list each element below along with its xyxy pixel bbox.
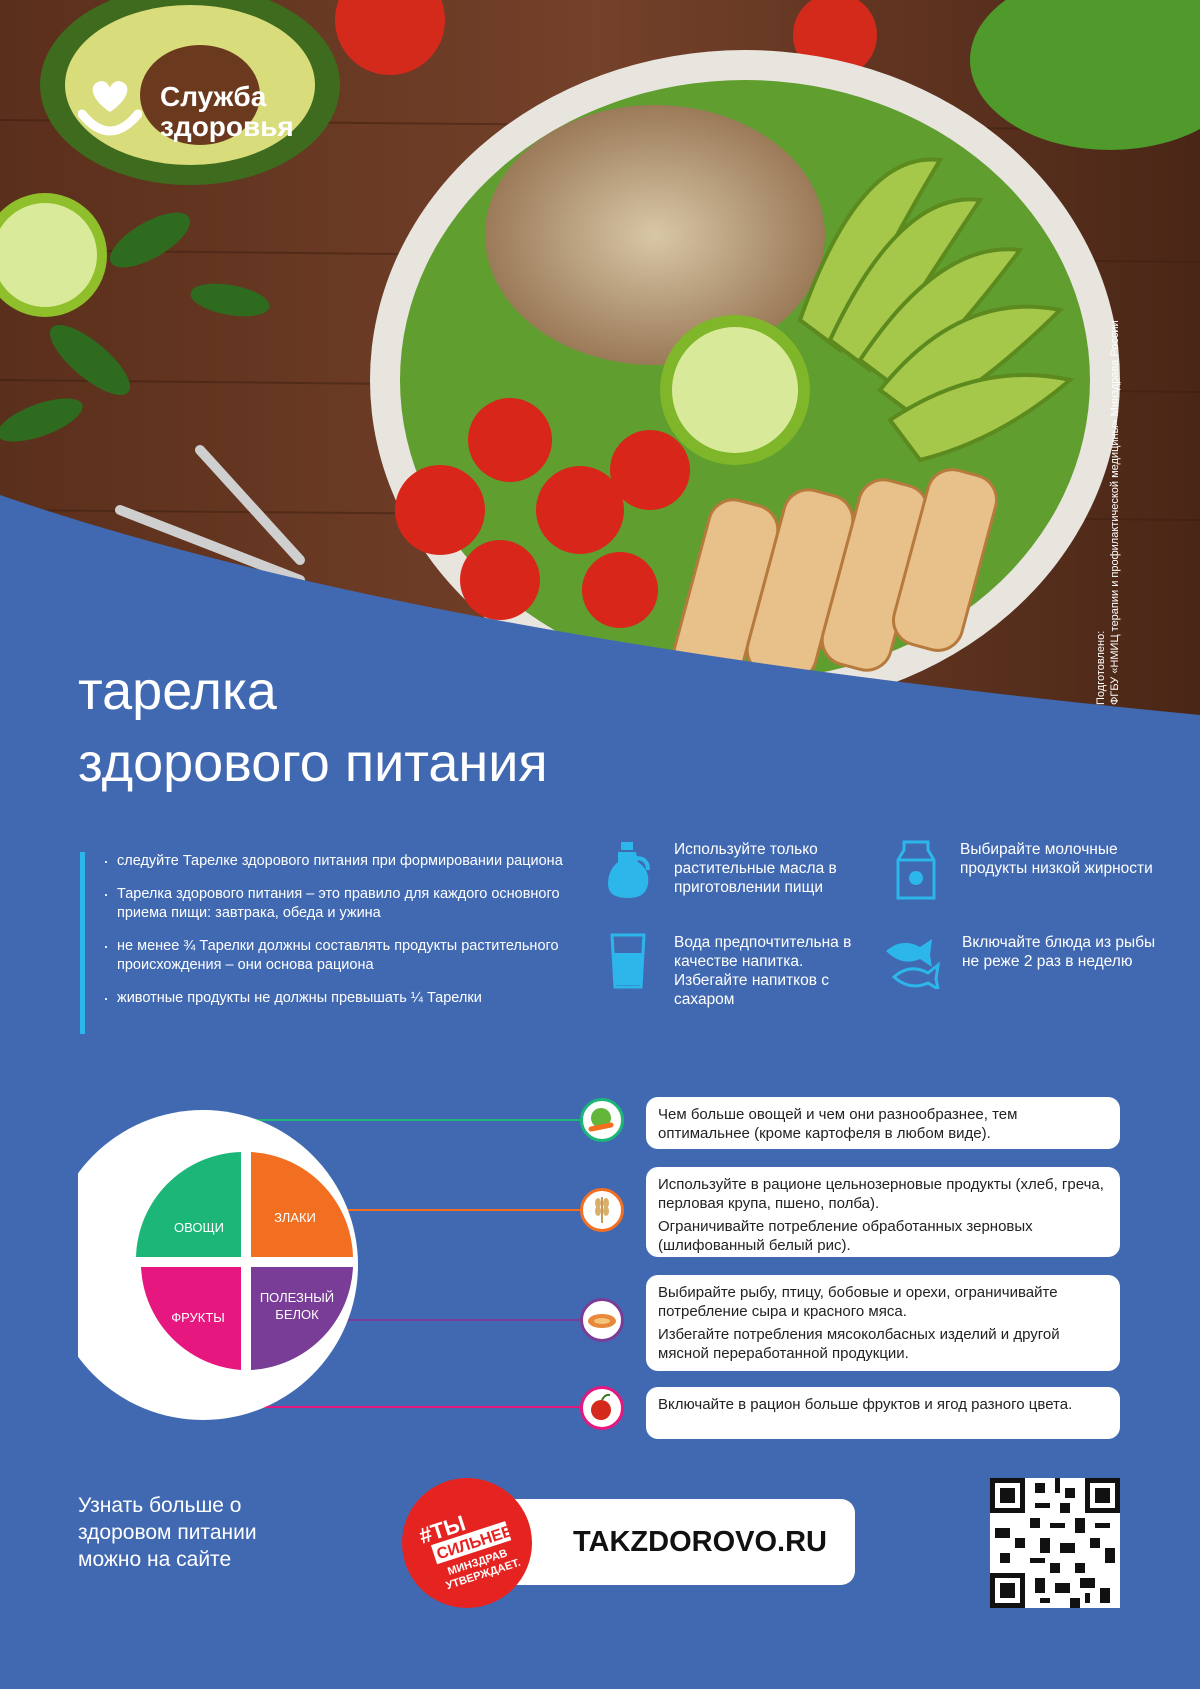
list-item: животные продукты не должны превышать ¼ …	[103, 989, 573, 1008]
plate-section-vegetables	[136, 1152, 241, 1257]
list-item: Тарелка здорового питания – это правило …	[103, 885, 573, 923]
hero-food-photo	[0, 0, 1200, 730]
fish-icon	[886, 939, 941, 989]
brand-logo: Служба здоровья	[77, 78, 338, 148]
label-vegetables: ОВОЩИ	[174, 1220, 224, 1235]
qr-code-icon[interactable]	[990, 1478, 1120, 1608]
list-item: следуйте Тарелке здорового питания при ф…	[103, 852, 573, 871]
cabbage-carrot-icon	[580, 1098, 624, 1142]
campaign-logo: #ТЫ СИЛЬНЕЕ МИНЗДРАВ УТВЕРЖДАЕТ.	[402, 1478, 532, 1608]
apple-icon	[580, 1386, 624, 1430]
healthy-plate-diagram: ОВОЩИ ЗЛАКИ ПОЛЕЗНЫЙ БЕЛОК ФРУКТЫ	[78, 1110, 588, 1420]
page-title: тарелка здорового питания	[78, 661, 548, 793]
label-grains: ЗЛАКИ	[274, 1210, 316, 1225]
plate-section-protein	[251, 1267, 353, 1370]
advice-milk: Выбирайте молочные продукты низкой жирно…	[896, 840, 1153, 940]
advice-water: Вода предпочтительна в качестве напитка.…	[610, 933, 851, 1043]
advice-fish: Включайте блюда из рыбы не реже 2 раз в …	[880, 933, 1155, 1013]
advice-text: Выбирайте молочные продукты низкой жирно…	[960, 841, 1153, 877]
advice-text: Включайте блюда из рыбы не реже 2 раз в …	[962, 934, 1156, 970]
label-protein-line1: ПОЛЕЗНЫЙ	[260, 1290, 334, 1305]
water-glass-icon	[610, 933, 646, 989]
svg-text:ФГБУ «НМИЦ терапии и профилакт: ФГБУ «НМИЦ терапии и профилактической ме…	[1109, 320, 1121, 705]
brand-name: Служба здоровья	[160, 81, 294, 142]
heart-smile-icon	[77, 81, 143, 136]
wheat-icon	[580, 1188, 624, 1232]
oil-bottle-icon	[608, 842, 650, 898]
list-item: не менее ¾ Тарелки должны составлять про…	[103, 937, 573, 975]
card-protein: Выбирайте рыбу, птицу, бобовые и орехи, …	[646, 1275, 1120, 1371]
plate-section-grains	[251, 1152, 353, 1257]
svg-text:Подготовлено:: Подготовлено:	[1095, 631, 1107, 705]
card-vegetables: Чем больше овощей и чем они разнообразне…	[646, 1097, 1120, 1149]
milk-carton-icon	[896, 840, 936, 900]
site-url-link[interactable]: TAKZDOROVO.RU	[572, 1526, 827, 1558]
advice-text: Используйте только растительные масла в …	[674, 841, 837, 896]
card-fruits: Включайте в рацион больше фруктов и ягод…	[646, 1387, 1120, 1439]
card-grains: Используйте в рационе цельнозерновые про…	[646, 1167, 1120, 1257]
learn-more-text: Узнать больше о здоровом питании можно н…	[78, 1494, 257, 1571]
tips-list: следуйте Тарелке здорового питания при ф…	[80, 852, 573, 1034]
advice-text: Вода предпочтительна в качестве напитка.…	[674, 934, 852, 1008]
plate-section-fruits	[141, 1267, 241, 1370]
label-protein-line2: БЕЛОК	[275, 1307, 319, 1322]
fish-dish-icon	[580, 1298, 624, 1342]
prepared-by-note: Подготовлено: ФГБУ «НМИЦ терапии и профи…	[1092, 265, 1122, 705]
advice-oil: Используйте только растительные масла в …	[604, 840, 837, 940]
label-fruits: ФРУКТЫ	[171, 1310, 225, 1325]
